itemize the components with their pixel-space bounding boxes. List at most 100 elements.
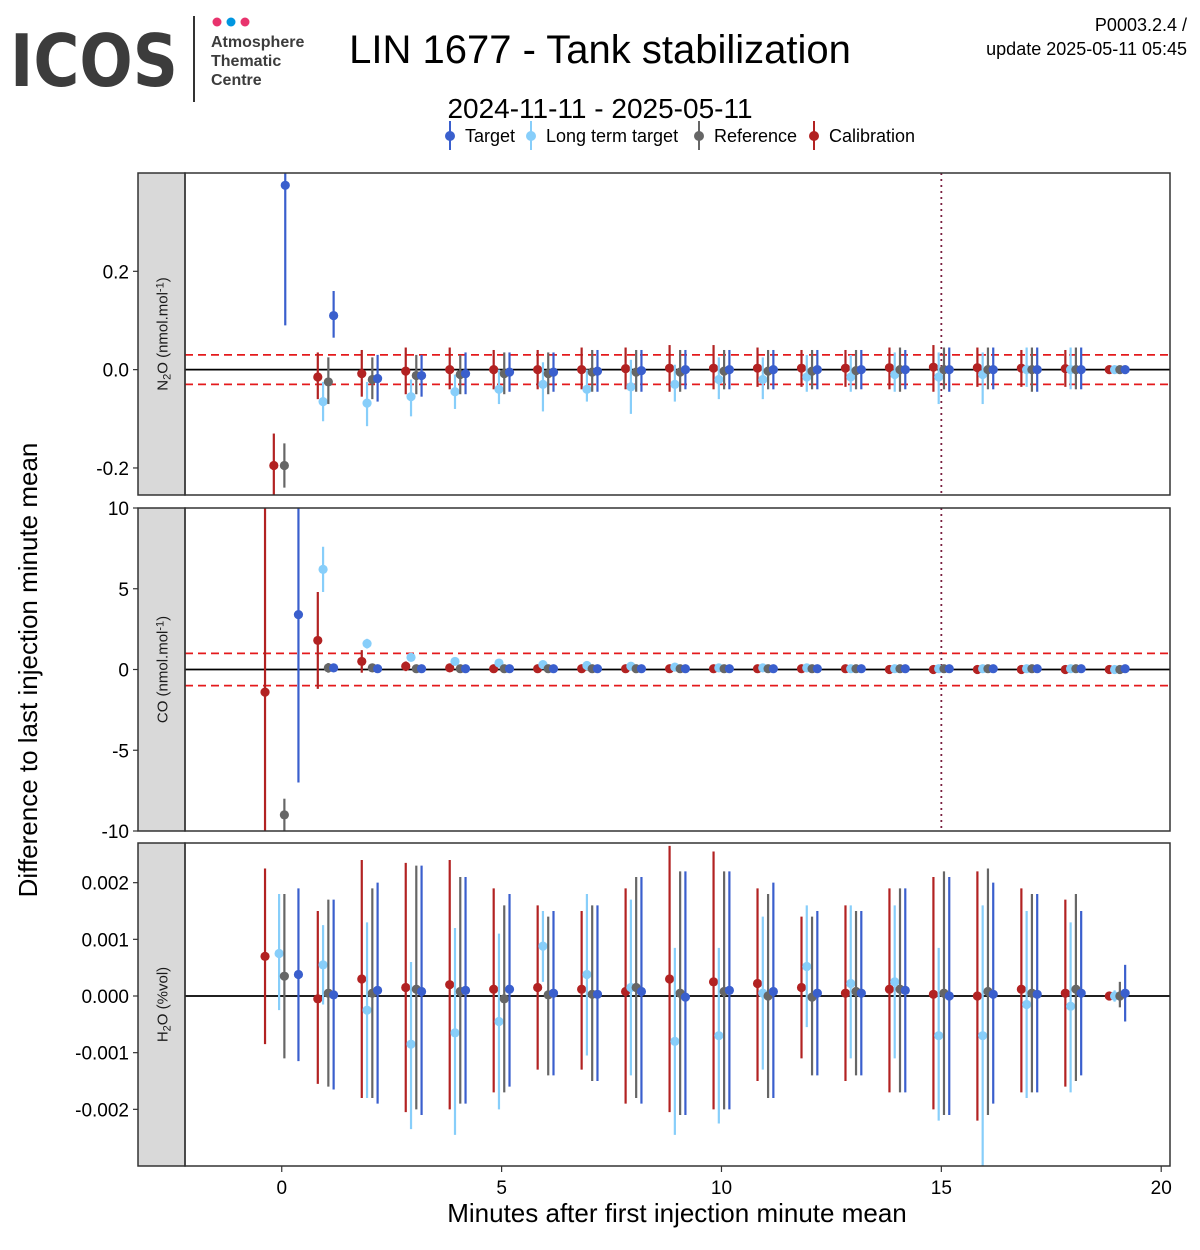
data-point <box>362 398 372 408</box>
data-point <box>293 609 304 620</box>
series-target <box>280 173 1130 402</box>
x-tick-label: 5 <box>496 1178 507 1199</box>
facet-strip <box>137 507 186 832</box>
legend-point-icon <box>445 131 455 141</box>
x-tick-label: 15 <box>931 1178 952 1199</box>
data-point <box>812 664 822 674</box>
icos-logo: ICOS Atmosphere Thematic Centre <box>10 16 304 103</box>
facet-strip <box>137 172 186 496</box>
data-point <box>724 365 734 375</box>
plot-area <box>185 843 1170 1166</box>
data-point <box>900 365 910 375</box>
y-tick-label: 5 <box>118 580 129 601</box>
data-point <box>489 365 499 375</box>
logo-line-2: Thematic <box>211 53 281 70</box>
data-point <box>928 362 939 372</box>
data-point <box>450 656 460 667</box>
y-tick-label: 0.002 <box>81 874 129 895</box>
data-point <box>1120 988 1130 998</box>
series-calibration <box>269 345 1114 495</box>
data-point <box>548 988 559 998</box>
data-point <box>670 379 680 389</box>
data-point <box>928 989 939 999</box>
panel-co: CO (nmol.mol-1) 10 5 0 -5 -10 <box>102 499 1171 843</box>
data-point <box>577 984 587 994</box>
data-point <box>504 367 515 377</box>
data-point <box>538 379 548 389</box>
data-point <box>1032 365 1042 375</box>
data-point <box>1066 1001 1076 1011</box>
legend-label: Calibration <box>829 126 915 146</box>
data-point <box>988 989 998 999</box>
x-tick-label: 20 <box>1151 1178 1172 1199</box>
data-point <box>280 180 290 190</box>
data-point <box>416 370 427 381</box>
data-point <box>357 368 367 379</box>
facet-strip-label: N2O (nmol.mol-1) <box>154 277 173 390</box>
chart-title: LIN 1677 - Tank stabilization <box>349 28 851 72</box>
data-point <box>401 661 411 671</box>
data-point <box>293 969 304 980</box>
data-point <box>548 664 559 674</box>
data-point <box>768 365 778 375</box>
data-point <box>840 363 851 373</box>
data-point <box>318 960 328 970</box>
data-point <box>1060 988 1070 998</box>
data-point <box>450 1028 460 1038</box>
logo-dot-icon <box>240 17 250 27</box>
data-point <box>812 365 822 375</box>
data-point <box>592 366 603 376</box>
panel-n2o: N2O (nmol.mol-1) 0.2 0.0 -0.2 <box>96 172 1171 496</box>
data-point <box>460 985 471 995</box>
data-point <box>972 363 982 373</box>
data-point <box>533 365 543 375</box>
data-point <box>724 664 734 674</box>
data-point <box>758 374 768 385</box>
data-point <box>401 366 411 376</box>
series-calibration <box>260 845 1114 1121</box>
data-point <box>445 980 455 990</box>
data-point <box>856 664 866 674</box>
data-point <box>972 991 982 1001</box>
data-point <box>768 986 778 997</box>
data-point <box>318 396 328 407</box>
data-point <box>445 663 455 673</box>
data-point <box>708 977 719 987</box>
data-point <box>373 373 383 384</box>
data-point <box>856 988 866 998</box>
plot-area <box>185 173 1170 495</box>
data-point <box>460 368 471 379</box>
date-range: 2024-11-11 - 2025-05-11 <box>447 93 752 124</box>
data-point <box>1120 365 1130 375</box>
data-point <box>934 1031 944 1041</box>
data-point <box>582 969 592 980</box>
logo-line-3: Centre <box>211 72 262 89</box>
panel-border <box>184 172 1171 496</box>
legend-item-calibration: Calibration <box>809 121 915 150</box>
legend-item-reference: Reference <box>694 121 797 150</box>
data-point <box>680 992 691 1002</box>
data-point <box>680 365 691 375</box>
legend-item-long-term-target: Long term target <box>526 121 678 150</box>
legend: Target Long term target Reference Calibrati… <box>445 121 915 150</box>
legend-point-icon <box>526 131 536 141</box>
data-point <box>279 460 289 471</box>
data-point <box>1076 664 1086 674</box>
x-axis-title: Minutes after first injection minute mea… <box>447 1198 907 1228</box>
x-tick-label: 10 <box>711 1178 732 1199</box>
data-point <box>1120 664 1130 674</box>
data-point <box>450 387 460 397</box>
logo-dot-icon <box>226 17 236 27</box>
legend-label: Reference <box>714 126 797 146</box>
data-point <box>323 377 333 387</box>
data-point <box>1032 664 1042 674</box>
data-point <box>406 392 416 402</box>
series-target <box>293 865 1130 1115</box>
legend-label: Target <box>465 126 515 146</box>
data-point <box>329 663 339 673</box>
legend-item-target: Target <box>445 121 515 150</box>
data-point <box>1022 999 1032 1010</box>
data-point <box>313 994 323 1004</box>
y-tick-label: 0.001 <box>81 930 129 951</box>
